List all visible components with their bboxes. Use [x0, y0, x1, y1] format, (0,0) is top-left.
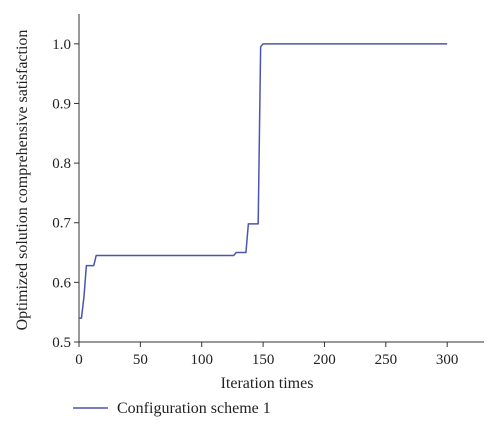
y-tick-label: 0.7: [52, 216, 71, 232]
legend-label-configuration-scheme-1: Configuration scheme 1: [117, 400, 271, 417]
y-tick-label: 0.8: [52, 156, 71, 172]
y-axis-ticks: 0.5 0.6 0.7 0.8 0.9 1.0: [52, 37, 79, 351]
x-tick-label: 100: [190, 352, 213, 368]
y-tick-label: 1.0: [52, 37, 71, 53]
y-tick-label: 0.6: [52, 275, 71, 291]
x-axis-title: Iteration times: [221, 375, 314, 392]
x-tick-label: 0: [75, 352, 83, 368]
y-tick-label: 0.9: [52, 96, 71, 112]
x-tick-label: 50: [133, 352, 148, 368]
series-line-configuration-scheme-1: [79, 43, 448, 319]
x-tick-label: 150: [252, 352, 275, 368]
x-tick-label: 200: [313, 352, 336, 368]
y-axis-title: Optimized solution comprehensive satisfa…: [14, 30, 31, 331]
y-tick-label: 0.5: [52, 335, 71, 351]
x-axis-ticks: 0 50 100 150 200 250 300: [75, 342, 458, 368]
plot-area: 0 50 100 150 200 250 300 0.5 0.6 0.7 0.8 0.9 1.0: [52, 14, 484, 368]
legend: Configuration scheme 1: [73, 400, 271, 417]
x-tick-label: 300: [436, 352, 459, 368]
x-tick-label: 250: [375, 352, 398, 368]
